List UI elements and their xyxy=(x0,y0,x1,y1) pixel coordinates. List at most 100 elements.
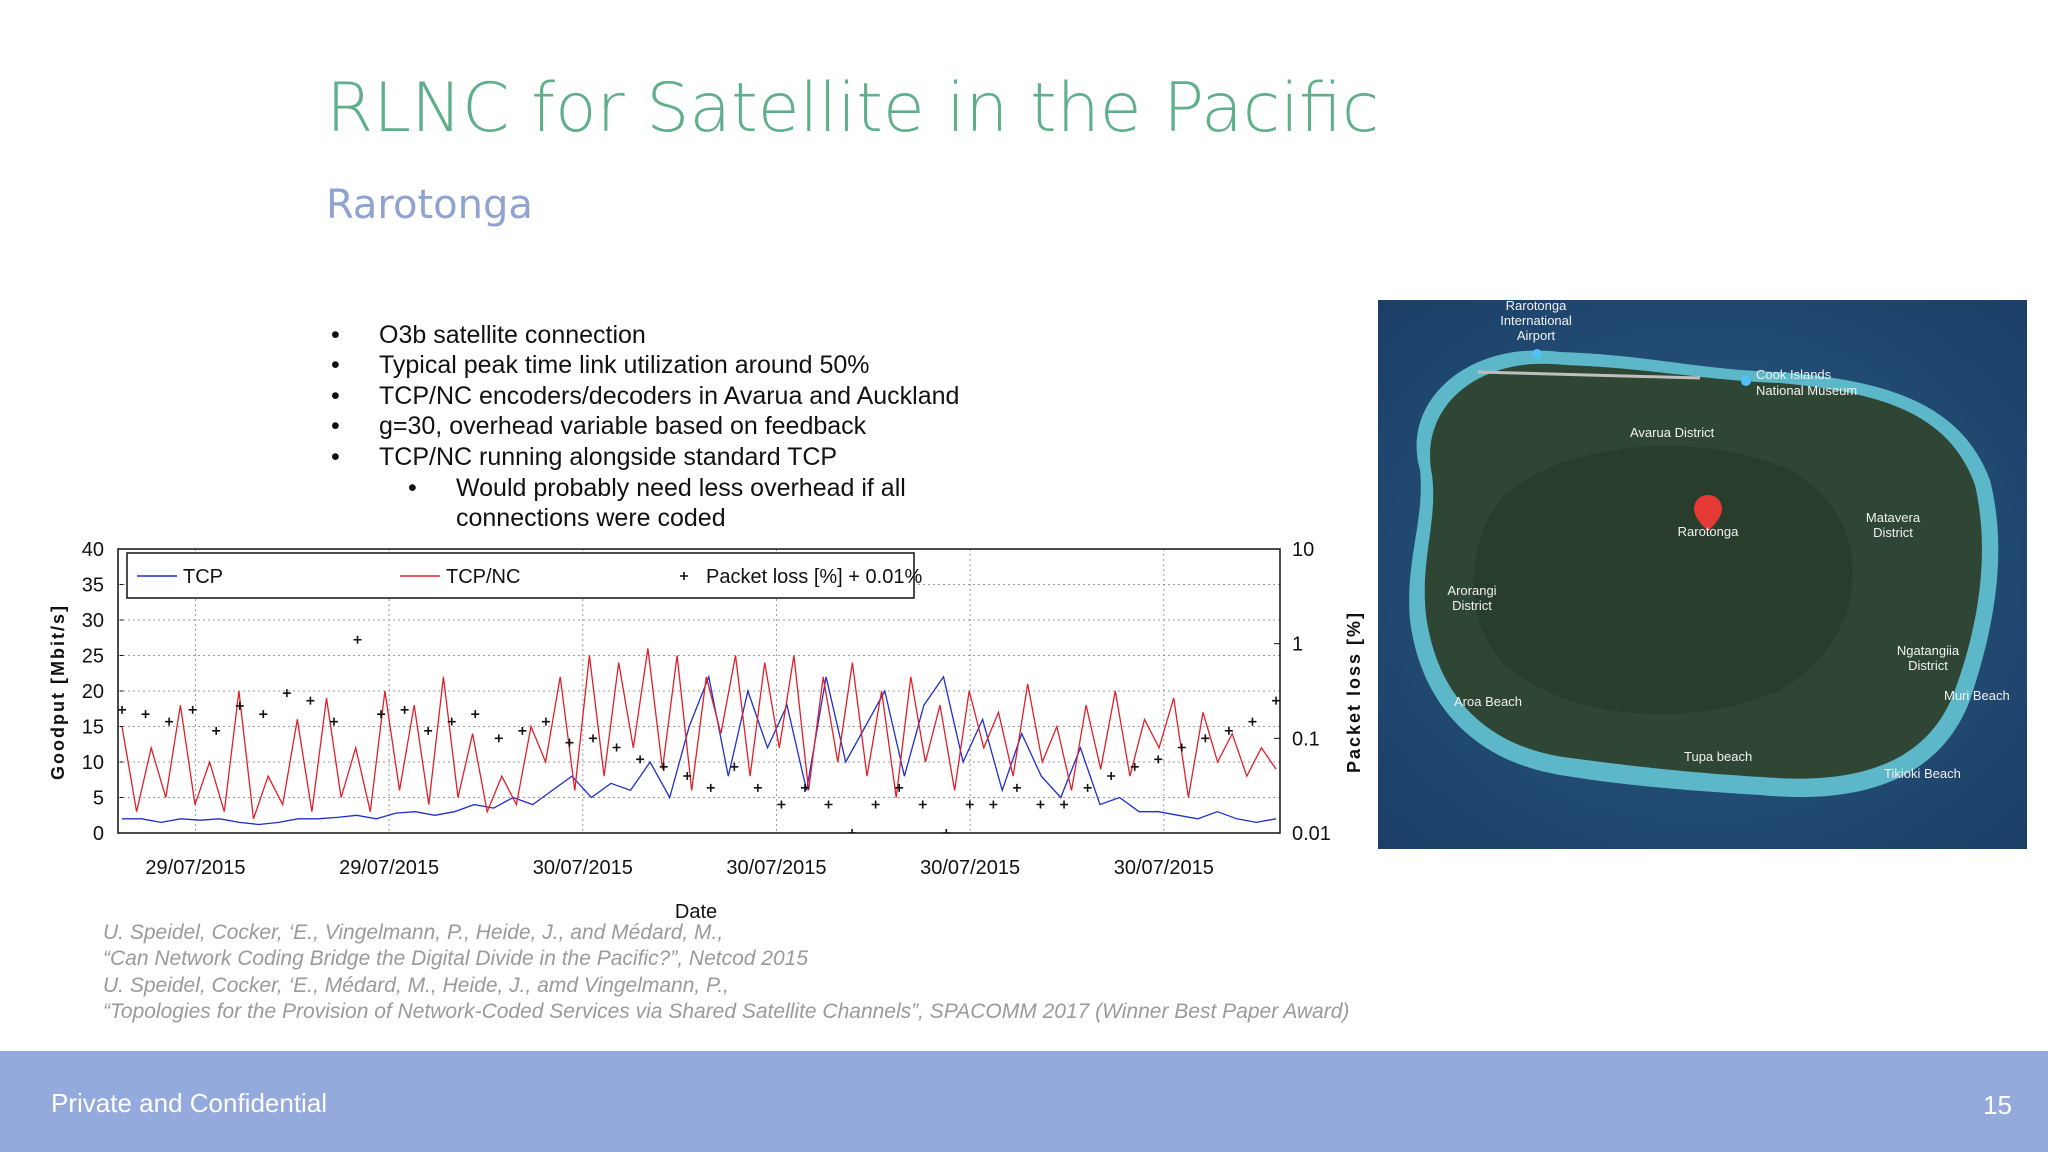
packet-loss-marker xyxy=(824,800,833,809)
map-poi xyxy=(1741,376,1751,386)
x-tick-label: 30/07/2015 xyxy=(533,857,633,879)
packet-loss-marker xyxy=(541,717,550,726)
reference: “Topologies for the Provision of Network… xyxy=(103,1000,1349,1023)
map-label: District xyxy=(1452,598,1492,613)
packet-loss-marker xyxy=(1130,762,1139,771)
y2-tick-label: 1 xyxy=(1292,634,1303,656)
packet-loss-marker xyxy=(447,717,456,726)
packet-loss-marker xyxy=(259,710,268,719)
x-tick-label: 29/07/2015 xyxy=(145,857,245,879)
bullet-list: • O3b satellite connection • Typical pea… xyxy=(331,321,959,532)
reference: “Can Network Coding Bridge the Digital D… xyxy=(103,947,808,970)
packet-loss-marker xyxy=(353,635,362,644)
bullet: TCP/NC encoders/decoders in Avarua and A… xyxy=(379,382,959,410)
map: Rarotonga International Airport Cook Isl… xyxy=(1378,298,2027,849)
x-axis-label: Date xyxy=(675,901,717,923)
y2-tick-label: 10 xyxy=(1292,539,1314,561)
legend-box xyxy=(126,552,915,599)
packet-loss-marker xyxy=(471,710,480,719)
map-label: Ngatangiia xyxy=(1897,643,1960,658)
packet-loss-marker xyxy=(282,689,291,698)
reference: U. Speidel, Cocker, ‘E., Vingelmann, P.,… xyxy=(103,921,723,944)
sub-bullet: connections were coded xyxy=(456,504,726,532)
y2-tick-label: 0.01 xyxy=(1292,823,1331,845)
packet-loss-marker xyxy=(1154,755,1163,764)
packet-loss-marker xyxy=(965,800,974,809)
packet-loss-marker xyxy=(636,755,645,764)
map-label: Airport xyxy=(1517,328,1556,343)
y-tick-label: 20 xyxy=(82,681,104,703)
bullet-dot: • xyxy=(331,351,340,379)
map-mountains xyxy=(1473,446,1853,714)
x-tick-label: 30/07/2015 xyxy=(726,857,826,879)
x-tick-label: 30/07/2015 xyxy=(1114,857,1214,879)
y-tick-label: 25 xyxy=(82,646,104,668)
map-poi xyxy=(1532,349,1542,359)
y-tick-label: 40 xyxy=(82,539,104,561)
packet-loss-marker xyxy=(942,829,951,833)
bullet: Typical peak time link utilization aroun… xyxy=(379,351,870,379)
bullet-dot: • xyxy=(331,321,340,349)
page-number: 15 xyxy=(1983,1090,2012,1120)
map-label: Matavera xyxy=(1866,510,1921,525)
packet-loss-marker xyxy=(329,717,338,726)
map-label: Tupa beach xyxy=(1684,749,1752,764)
map-label: Tikioki Beach xyxy=(1884,766,1961,781)
packet-loss-marker xyxy=(1248,717,1257,726)
bullet-dot: • xyxy=(408,474,417,502)
map-label: Arorangi xyxy=(1447,583,1496,598)
map-label: Aroa Beach xyxy=(1454,694,1522,709)
map-label: Avarua District xyxy=(1630,425,1715,440)
x-tick-label: 29/07/2015 xyxy=(339,857,439,879)
map-label: National Museum xyxy=(1756,383,1857,398)
packet-loss-marker xyxy=(1177,743,1186,752)
map-pin xyxy=(1694,495,1722,531)
title: RLNC for Satellite in the Pacific xyxy=(326,69,1379,148)
y-tick-label: 30 xyxy=(82,610,104,632)
series-line xyxy=(121,648,1277,820)
packet-loss-marker xyxy=(518,726,527,735)
packet-loss-marker xyxy=(777,800,786,809)
packet-loss-marker xyxy=(1083,783,1092,792)
packet-loss-marker xyxy=(753,783,762,792)
packet-loss-marker xyxy=(659,762,668,771)
footer-text: Private and Confidential xyxy=(51,1088,327,1118)
bullet: g=30, overhead variable based on feedbac… xyxy=(379,412,867,440)
packet-loss-marker xyxy=(989,800,998,809)
packet-loss-marker xyxy=(895,783,904,792)
map-label: Rarotonga xyxy=(1678,524,1739,539)
packet-loss-marker xyxy=(1224,726,1233,735)
packet-loss-marker xyxy=(612,743,621,752)
packet-loss-marker xyxy=(1107,772,1116,781)
packet-loss-marker xyxy=(1012,783,1021,792)
map-label: Rarotonga xyxy=(1506,298,1567,313)
map-label: International xyxy=(1500,313,1572,328)
y-axis-label: Goodput [Mbit/s] xyxy=(48,604,68,780)
bullet-dot: • xyxy=(331,382,340,410)
packet-loss-marker xyxy=(141,710,150,719)
packet-loss-marker xyxy=(118,705,126,714)
y-tick-label: 0 xyxy=(93,823,104,845)
bullet-dot: • xyxy=(331,443,340,471)
packet-loss-marker xyxy=(706,783,715,792)
map-runway xyxy=(1477,370,1701,380)
packet-loss-marker xyxy=(871,800,880,809)
y2-axis-label: Packet loss [%] xyxy=(1344,611,1364,773)
subtitle: Rarotonga xyxy=(326,182,533,228)
x-tick-label: 30/07/2015 xyxy=(920,857,1020,879)
packet-loss-marker xyxy=(306,696,315,705)
legend-label: TCP/NC xyxy=(446,566,520,588)
packet-loss-marker xyxy=(800,783,809,792)
y-tick-label: 15 xyxy=(82,717,104,739)
packet-loss-marker xyxy=(1272,696,1280,705)
bullet-dot: • xyxy=(331,412,340,440)
legend-label: Packet loss [%] + 0.01% xyxy=(706,566,922,588)
map-label: Muri Beach xyxy=(1944,688,2010,703)
packet-loss-marker xyxy=(589,734,598,743)
packet-loss-marker xyxy=(730,762,739,771)
y2-tick-label: 0.1 xyxy=(1292,728,1320,750)
plot-frame xyxy=(117,548,1281,834)
y-tick-label: 35 xyxy=(82,575,104,597)
legend-label: TCP xyxy=(183,566,223,588)
